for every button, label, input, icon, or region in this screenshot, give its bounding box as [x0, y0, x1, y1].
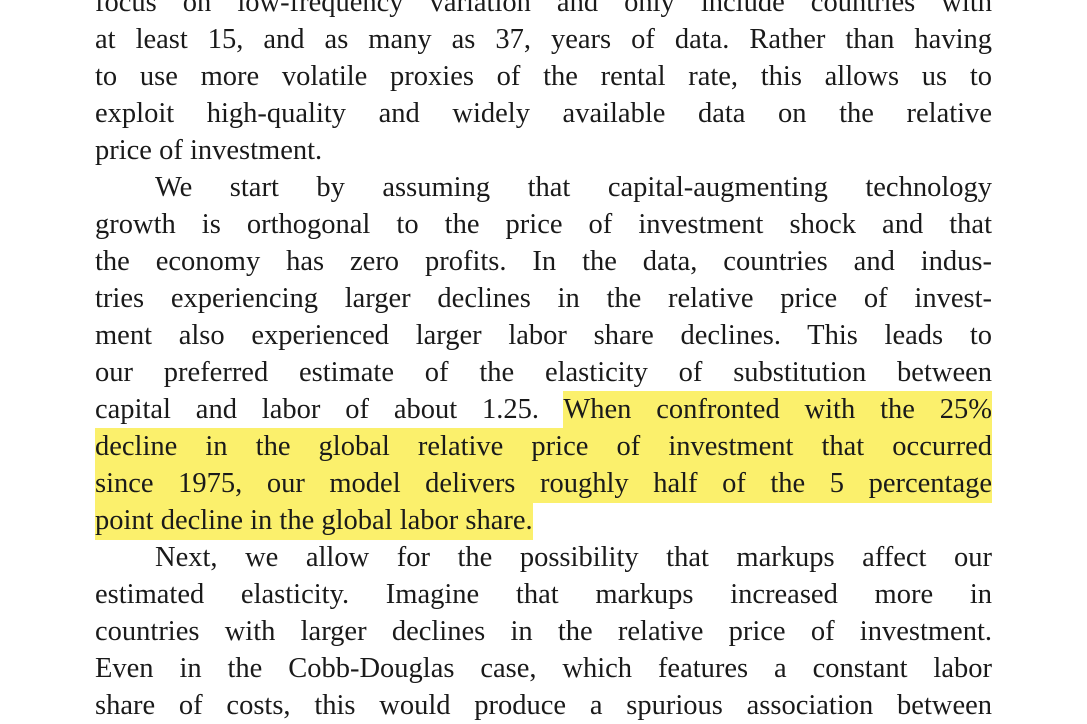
- text: share of costs, this would produce a spu…: [95, 690, 992, 721]
- text: estimated elasticity. Imagine that marku…: [95, 579, 992, 610]
- text-line: ment also experienced larger labor share…: [95, 317, 992, 354]
- text-line: focus on low-frequency variation and onl…: [95, 0, 992, 21]
- text: Even in the Cobb-Douglas case, which fea…: [95, 653, 992, 684]
- text-line: point decline in the global labor share.: [95, 502, 992, 540]
- text: capital and labor of about 1.25.: [95, 394, 539, 425]
- highlighted-text: point decline in the global labor share.: [95, 502, 533, 540]
- text: price of investment.: [95, 135, 323, 166]
- text-line: Even in the Cobb-Douglas case, which fea…: [95, 650, 992, 687]
- text: We start by assuming that capital-augmen…: [155, 172, 992, 203]
- text-line: to use more volatile proxies of the rent…: [95, 58, 992, 95]
- text-line: We start by assuming that capital-augmen…: [95, 169, 992, 206]
- highlighted-text: since 1975, our model delivers roughly h…: [95, 465, 992, 503]
- highlighted-text: decline in the global relative price of …: [95, 428, 992, 466]
- text-line: at least 15, and as many as 37, years of…: [95, 21, 992, 58]
- text: growth is orthogonal to the price of inv…: [95, 209, 992, 240]
- highlighted-text: When confronted with the 25%: [563, 391, 992, 429]
- text-line: tries experiencing larger declines in th…: [95, 280, 992, 317]
- text: countries with larger declines in the re…: [95, 616, 992, 647]
- text: tries experiencing larger declines in th…: [95, 283, 992, 314]
- text: Next, we allow for the possibility that …: [155, 542, 992, 573]
- text-line: Next, we allow for the possibility that …: [95, 539, 992, 576]
- text-line: exploit high-quality and widely availabl…: [95, 95, 992, 132]
- text-line: our preferred estimate of the elasticity…: [95, 354, 992, 391]
- text-line: the economy has zero profits. In the dat…: [95, 243, 992, 280]
- text: exploit high-quality and widely availabl…: [95, 98, 992, 129]
- text-line: decline in the global relative price of …: [95, 428, 992, 466]
- text-line: price of investment.: [95, 132, 992, 169]
- paragraph: We start by assuming that capital-augmen…: [95, 169, 992, 540]
- text: to use more volatile proxies of the rent…: [95, 61, 992, 92]
- text-line: capital and labor of about 1.25. When co…: [95, 391, 992, 429]
- page: focus on low-frequency variation and onl…: [95, 0, 992, 721]
- text: our preferred estimate of the elasticity…: [95, 357, 992, 388]
- paragraph: focus on low-frequency variation and onl…: [95, 0, 992, 169]
- text: focus on low-frequency variation and onl…: [95, 0, 992, 18]
- text: ment also experienced larger labor share…: [95, 320, 992, 351]
- text: the economy has zero profits. In the dat…: [95, 246, 992, 277]
- paragraph: Next, we allow for the possibility that …: [95, 539, 992, 724]
- document-body: focus on low-frequency variation and onl…: [95, 0, 992, 724]
- text-line: estimated elasticity. Imagine that marku…: [95, 576, 992, 613]
- text-line: since 1975, our model delivers roughly h…: [95, 465, 992, 503]
- text-line: growth is orthogonal to the price of inv…: [95, 206, 992, 243]
- text-line: share of costs, this would produce a spu…: [95, 687, 992, 724]
- text: at least 15, and as many as 37, years of…: [95, 24, 992, 55]
- text-line: countries with larger declines in the re…: [95, 613, 992, 650]
